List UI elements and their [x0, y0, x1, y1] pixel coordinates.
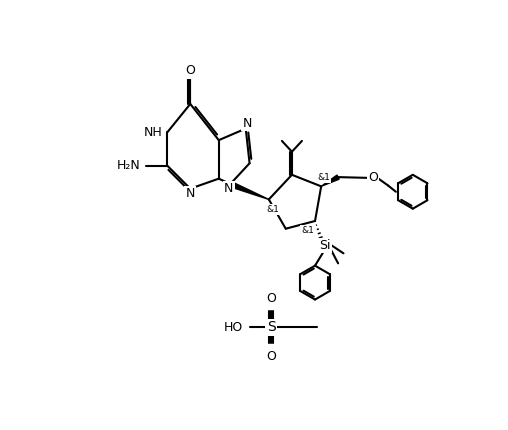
Text: &1: &1 — [301, 226, 314, 235]
Text: NH: NH — [144, 126, 163, 139]
Polygon shape — [321, 175, 339, 186]
Text: &1: &1 — [317, 172, 330, 181]
Text: N: N — [185, 187, 195, 200]
Text: N: N — [243, 117, 252, 130]
Text: H₂N: H₂N — [117, 159, 141, 172]
Text: &1: &1 — [266, 205, 279, 214]
Text: HO: HO — [224, 321, 243, 334]
Polygon shape — [229, 181, 269, 200]
Text: S: S — [267, 320, 275, 334]
Text: O: O — [266, 292, 276, 304]
Text: Si: Si — [320, 239, 331, 252]
Text: O: O — [368, 172, 378, 184]
Text: O: O — [185, 64, 195, 77]
Text: N: N — [224, 182, 234, 195]
Text: O: O — [266, 350, 276, 363]
